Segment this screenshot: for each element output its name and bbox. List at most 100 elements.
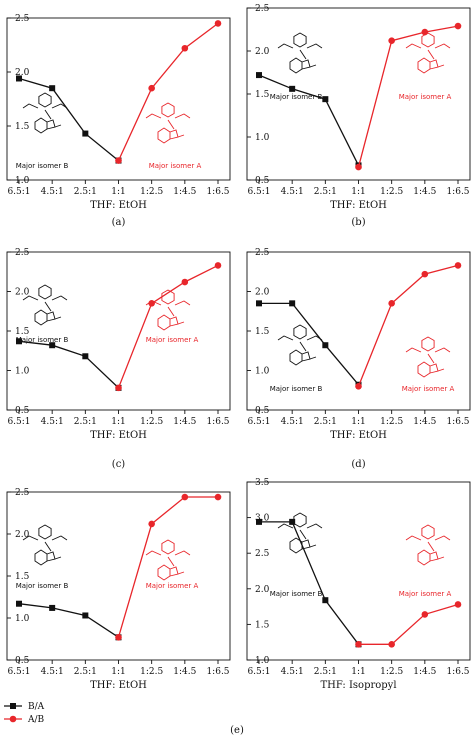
panel-4-x-tick-label: 1:4.5 [413, 417, 436, 427]
panel-2-cyclopentane-a-icon [429, 59, 439, 70]
panel-4-point-b-a [322, 342, 329, 349]
panel-1-y-tick-label: 2.5 [15, 14, 30, 24]
panel-2-x-tick-label: 1:1 [351, 187, 365, 197]
panel-4-y-tick-label: 2.0 [255, 288, 270, 298]
panel-4-y-tick-label: 1.5 [255, 327, 270, 337]
panel-1-x-axis-title: THF: EtOH [90, 200, 147, 211]
panel-6-y-tick-label: 1.5 [255, 620, 270, 630]
panel-6-x-tick-label: 6.5:1 [247, 667, 270, 677]
panel-4-benzene-a-icon [417, 361, 431, 378]
panel-4-y-tick-label: 2.5 [255, 248, 270, 258]
panel-1-x-tick-label: 1:4.5 [173, 187, 196, 197]
panel-5-ester-bond-a-icon [177, 571, 185, 575]
panel-6-series-a-b-line [358, 603, 459, 645]
panel-6-x-tick-label: 1:4.5 [413, 667, 436, 677]
panel-2-series-b-a [256, 72, 362, 169]
panel-4-series-a-b-line [357, 264, 459, 387]
panel-5-point-b-a [49, 604, 56, 611]
panel-6-arm-left-b-icon [277, 523, 294, 529]
panel-5-structure-b-icon [22, 524, 68, 566]
panel-5-arm-right-a-icon [174, 550, 191, 556]
panel-6-structure-b-icon [277, 512, 323, 554]
panel-2-series-b-a-line [258, 74, 360, 166]
panel-3-ring-b-icon [38, 284, 52, 300]
panel-4-x-tick-label: 1:1 [351, 417, 365, 427]
panel-5-label-isomer-a: Major isomer A [146, 582, 199, 590]
panel-2-ester-bond-b-icon [309, 64, 317, 68]
panel-3-label-isomer-b: Major isomer B [16, 336, 69, 344]
panel-6-label-isomer-b: Major isomer B [270, 590, 323, 598]
panel-3-structure-b-icon [22, 284, 68, 326]
panel-2-series-a-b-line [357, 25, 459, 168]
panel-5-nh-bond-a-icon [167, 556, 175, 567]
panel-2-x-tick-label: 2.5:1 [314, 187, 337, 197]
panel-1-ester-bond-a-icon [177, 134, 185, 138]
panel-3-x-axis-title: THF: EtOH [90, 430, 147, 441]
panel-2-y-ticks: 0.5 1.0 1.5 2.0 2.5 [247, 4, 270, 186]
panel-1-point-b-a [49, 85, 56, 92]
panel-3-arm-right-b-icon [51, 295, 68, 301]
panel-2-structure-a-icon [405, 32, 451, 74]
panel-6-benzene-a-icon [417, 549, 431, 566]
panel-5-x-tick-label: 1:1 [111, 667, 125, 677]
panel-3-series-b-a-line [18, 340, 119, 389]
panel-5-label-isomer-b: Major isomer B [16, 582, 69, 590]
panel-5-x-axis-title: THF: EtOH [90, 680, 147, 691]
panel-6: 1.0 1.5 2.0 2.5 3.0 3.5 6.5:1 4.5:1 2.5:1 1:1 1:2.… [246, 478, 471, 691]
panel-3-ester-bond-a-icon [177, 321, 185, 325]
panel-1-x-tick-label: 1:2.5 [140, 187, 163, 197]
panel-4-caption: (d) [351, 459, 365, 470]
panel-6-arm-right-a-icon [434, 535, 451, 541]
panel-2-x-axis-title: THF: EtOH [330, 200, 387, 211]
panel-5-x-tick-label: 2.5:1 [74, 667, 97, 677]
panel-3-x-tick-label: 1:2.5 [140, 417, 163, 427]
panel-2-nh-bond-b-icon [299, 49, 307, 60]
panel-5-arm-left-a-icon [145, 550, 162, 556]
panel-4-ester-bond-a-icon [437, 368, 445, 372]
panel-1-x-ticks: 6.5:1 4.5:1 2.5:1 1:1 1:2.5 1:4.5 1:6.5 [7, 180, 230, 197]
panel-6-series-b-a-line [259, 521, 360, 645]
panel-2-structure-b-icon [277, 32, 323, 74]
panel-2-point-a-b [388, 37, 395, 44]
panel-5-y-tick-label: 0.5 [15, 656, 30, 666]
panel-4: 0.5 1.0 1.5 2.0 2.5 6.5:1 4.5:1 2.5:1 1:1 1:2.5 1:… [246, 248, 471, 470]
panel-4-ester-bond-b-icon [309, 356, 317, 360]
panel-5-x-tick-label: 4.5:1 [41, 667, 64, 677]
panel-3-x-tick-label: 6.5:1 [7, 417, 30, 427]
panel-2-series-a-b [355, 22, 462, 171]
panel-3: 0.5 1.0 1.5 2.0 2.5 6.5:1 4.5:1 2.5:1 1:1 1:2.5 1:… [6, 248, 231, 470]
panel-6-y-tick-label: 3.0 [255, 514, 270, 524]
panel-4-series-a-b [355, 262, 462, 390]
panel-5-point-a-b [181, 493, 189, 501]
panel-6-cyclopentane-a-icon [429, 551, 439, 562]
panel-5-x-tick-label: 1:4.5 [173, 667, 196, 677]
panel-1-benzene-b-icon [34, 117, 48, 134]
panel-2-point-a-b [454, 22, 462, 30]
panel-4-y-tick-label: 0.5 [255, 406, 270, 416]
legend-marker-a-b [9, 715, 17, 723]
panel-1-arm-right-a-icon [174, 113, 191, 119]
panel-1-x-tick-label: 2.5:1 [74, 187, 97, 197]
panel-1-point-a-b [148, 84, 155, 92]
panel-2-y-tick-label: 0.5 [255, 176, 270, 186]
panel-6-point-b-a [289, 518, 296, 525]
panel-4-series-b-a [256, 300, 362, 388]
panel-2-label-isomer-a: Major isomer A [399, 93, 452, 101]
panel-4-ring-a-icon [421, 336, 435, 352]
panel-4-ring-b-icon [293, 324, 307, 340]
panel-5-y-ticks: 0.5 1.0 1.5 2.0 2.5 [7, 488, 30, 666]
panel-4-nh-bond-b-icon [299, 341, 307, 352]
panel-4-label-isomer-b: Major isomer B [270, 385, 323, 393]
panel-6-cyclopentane-b-icon [301, 539, 311, 550]
panel-6-arm-left-a-icon [405, 535, 422, 541]
panel-6-y-tick-label: 1.0 [255, 656, 270, 666]
panel-5-ring-a-icon [161, 539, 175, 555]
panel-4-arm-left-b-icon [277, 335, 294, 341]
panel-1-ester-bond-b-icon [54, 124, 62, 128]
panel-4-x-tick-label: 4.5:1 [281, 417, 304, 427]
panel-2-x-tick-label: 1:4.5 [413, 187, 436, 197]
panel-4-x-tick-label: 2.5:1 [314, 417, 337, 427]
panel-2-benzene-a-icon [417, 57, 431, 74]
panel-6-ring-a-icon [421, 524, 435, 540]
